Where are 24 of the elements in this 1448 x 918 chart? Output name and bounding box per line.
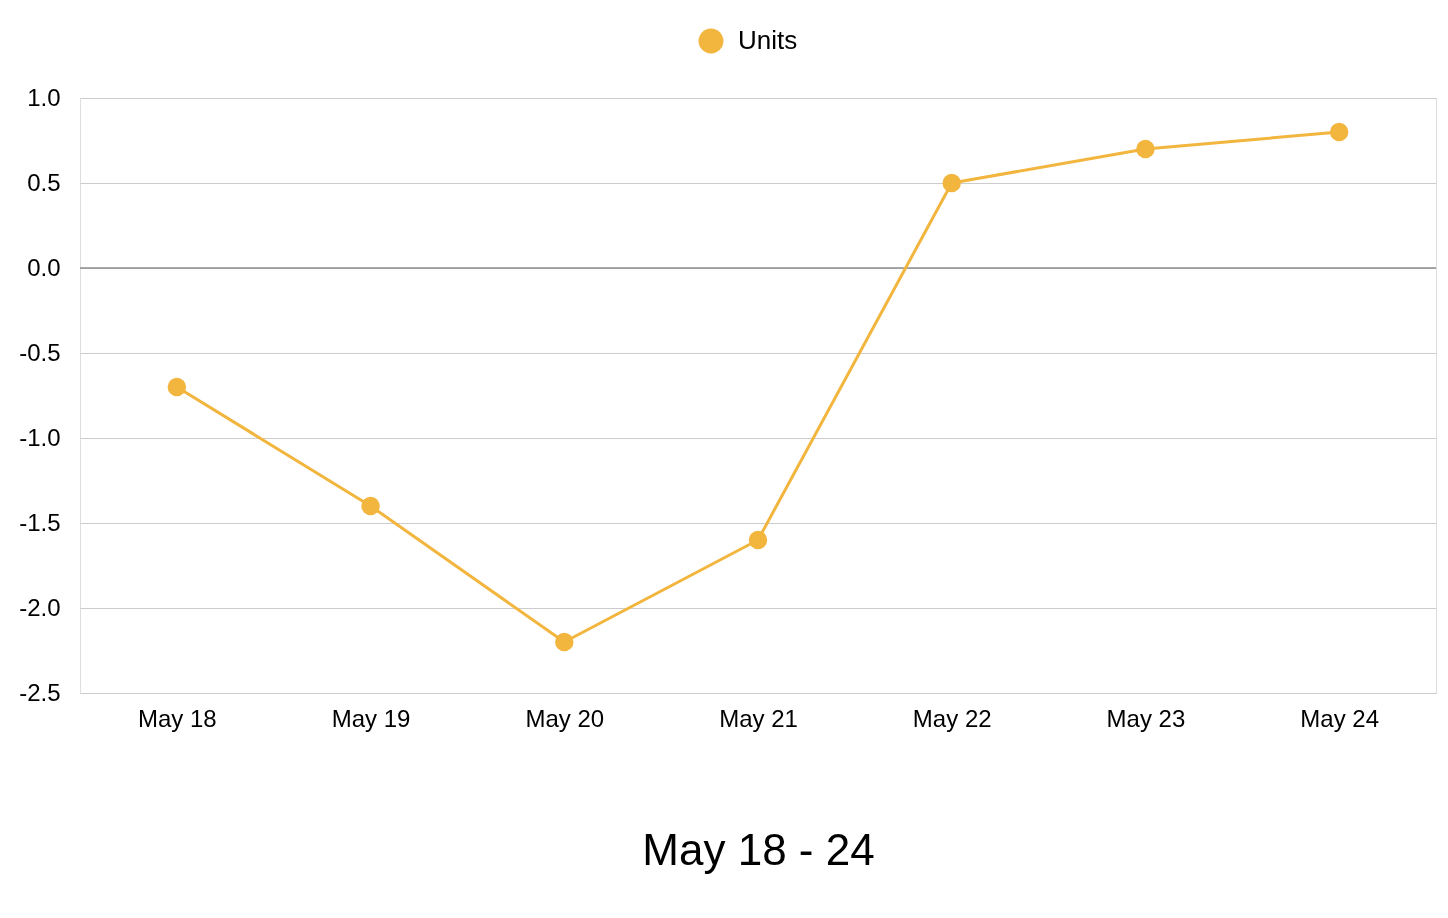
- point: [555, 632, 574, 652]
- x-tick-label: May 23: [1106, 704, 1186, 732]
- point: [748, 530, 768, 550]
- point: [942, 173, 961, 193]
- y-tick-label: 0.5: [27, 168, 61, 196]
- point: [167, 377, 187, 397]
- point: [1136, 139, 1155, 159]
- x-tick-label: May 18: [138, 704, 217, 732]
- x-tick-label: May 22: [912, 704, 992, 732]
- point: [1329, 122, 1349, 142]
- x-tick-label: May 24: [1300, 704, 1379, 732]
- y-tick-label: 1.0: [27, 83, 61, 111]
- y-tick-label: 0.0: [27, 253, 61, 281]
- x-tick-label: May 20: [525, 704, 605, 732]
- y-tick-label: -1.5: [19, 508, 61, 536]
- x-axis-title: May 18 - 24: [642, 824, 875, 874]
- x-tick-label: May 21: [719, 704, 798, 732]
- x-tick-label: May 19: [331, 704, 411, 732]
- y-tick-label: -0.5: [19, 338, 61, 366]
- y-tick-label: -1.0: [19, 423, 61, 451]
- y-tick-label: -2.5: [19, 678, 61, 706]
- point: [361, 496, 380, 516]
- legend-label: Units: [738, 25, 798, 55]
- y-tick-label: -2.0: [19, 593, 61, 621]
